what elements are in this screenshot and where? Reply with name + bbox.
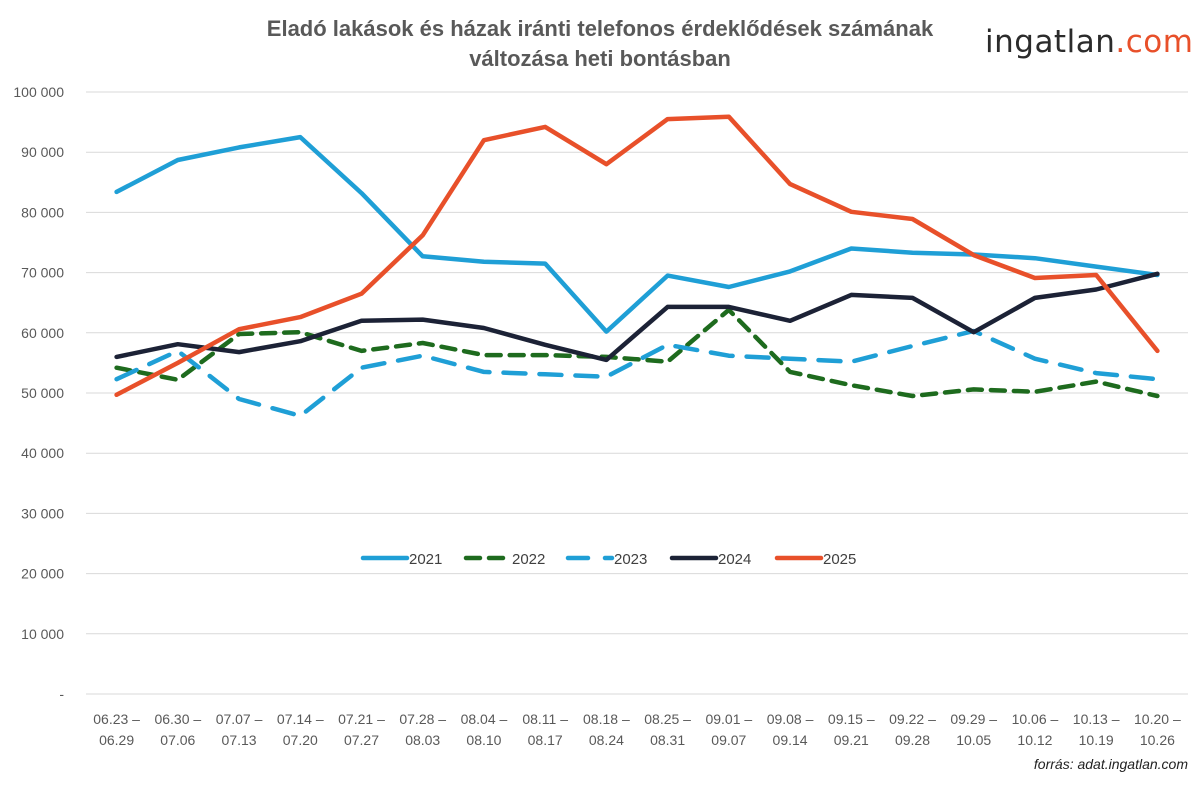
x-tick-label: 07.06 bbox=[160, 732, 195, 748]
x-tick-label: 10.06 – bbox=[1012, 711, 1059, 727]
x-tick-label: 06.30 – bbox=[154, 711, 201, 727]
x-tick-label: 08.10 bbox=[466, 732, 501, 748]
x-tick-label: 07.07 – bbox=[216, 711, 263, 727]
series-line-2024 bbox=[114, 271, 1160, 363]
x-tick-label: 07.20 bbox=[283, 732, 318, 748]
x-tick-label: 08.31 bbox=[650, 732, 685, 748]
y-tick-label: 60 000 bbox=[21, 325, 64, 341]
ingatlan-logo: ingatlan.com bbox=[985, 24, 1193, 60]
x-tick-label: 08.04 – bbox=[461, 711, 508, 727]
x-tick-label: 09.28 bbox=[895, 732, 930, 748]
y-tick-label: 90 000 bbox=[21, 144, 64, 160]
x-tick-label: 10.19 bbox=[1079, 732, 1114, 748]
x-tick-label: 08.17 bbox=[528, 732, 563, 748]
x-tick-label: 06.23 – bbox=[93, 711, 140, 727]
legend-label-2025: 2025 bbox=[823, 551, 856, 568]
x-tick-label: 09.08 – bbox=[767, 711, 814, 727]
x-tick-label: 06.29 bbox=[99, 732, 134, 748]
logo-text: ingatlan bbox=[985, 24, 1116, 60]
x-tick-label: 10.12 bbox=[1017, 732, 1052, 748]
series-line-2025 bbox=[114, 114, 1160, 398]
series-line-2023 bbox=[114, 328, 1160, 419]
x-tick-label: 10.26 bbox=[1140, 732, 1175, 748]
logo-domain: .com bbox=[1115, 24, 1194, 60]
legend-label-2023: 2023 bbox=[614, 551, 647, 568]
x-tick-label: 08.18 – bbox=[583, 711, 630, 727]
x-tick-label: 09.22 – bbox=[889, 711, 936, 727]
x-tick-label: 09.14 bbox=[773, 732, 808, 748]
x-tick-label: 07.28 – bbox=[399, 711, 446, 727]
x-tick-label: 10.13 – bbox=[1073, 711, 1120, 727]
x-tick-label: 09.21 bbox=[834, 732, 869, 748]
y-tick-label: 80 000 bbox=[21, 204, 64, 220]
x-tick-label: 07.13 bbox=[222, 732, 257, 748]
x-tick-label: 10.20 – bbox=[1134, 711, 1181, 727]
chart-title-line2: változása heti bontásban bbox=[469, 46, 731, 71]
series-line-2021 bbox=[114, 134, 1160, 334]
legend-label-2022: 2022 bbox=[512, 551, 545, 568]
x-tick-label: 08.25 – bbox=[644, 711, 691, 727]
x-tick-label: 09.01 – bbox=[705, 711, 752, 727]
y-tick-label: 70 000 bbox=[21, 265, 64, 281]
series-line-2022 bbox=[114, 307, 1160, 399]
y-tick-label: 20 000 bbox=[21, 566, 64, 582]
source-note: forrás: adat.ingatlan.com bbox=[1033, 756, 1188, 772]
chart-title: Eladó lakások és házak iránti telefonos … bbox=[200, 14, 1000, 74]
x-tick-label: 07.27 bbox=[344, 732, 379, 748]
y-tick-label: 100 000 bbox=[13, 84, 64, 100]
y-tick-label: 40 000 bbox=[21, 445, 64, 461]
y-tick-label: 10 000 bbox=[21, 626, 64, 642]
y-tick-label: 50 000 bbox=[21, 385, 64, 401]
x-tick-label: 08.11 – bbox=[522, 711, 568, 727]
x-tick-label: 08.03 bbox=[405, 732, 440, 748]
legend-label-2024: 2024 bbox=[718, 551, 751, 568]
y-tick-label: - bbox=[59, 686, 64, 702]
x-tick-label: 10.05 bbox=[956, 732, 991, 748]
x-tick-label: 07.14 – bbox=[277, 711, 324, 727]
x-tick-label: 09.29 – bbox=[950, 711, 997, 727]
x-tick-label: 09.15 – bbox=[828, 711, 875, 727]
x-tick-label: 08.24 bbox=[589, 732, 624, 748]
chart-title-line1: Eladó lakások és házak iránti telefonos … bbox=[266, 16, 934, 41]
legend-label-2021: 2021 bbox=[409, 551, 442, 568]
x-tick-label: 09.07 bbox=[711, 732, 746, 748]
x-tick-label: 07.21 – bbox=[338, 711, 385, 727]
y-tick-label: 30 000 bbox=[21, 505, 64, 521]
